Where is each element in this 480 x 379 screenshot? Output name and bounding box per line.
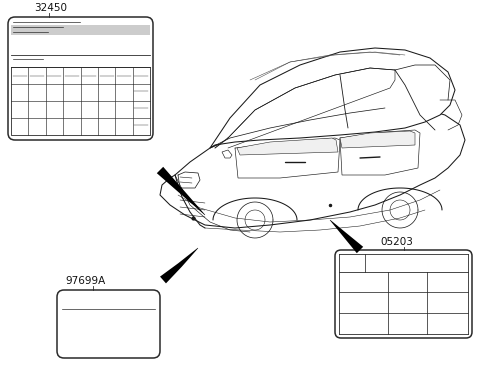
FancyBboxPatch shape [8, 17, 153, 140]
Polygon shape [237, 138, 338, 155]
Polygon shape [222, 150, 232, 158]
Polygon shape [157, 167, 205, 215]
Polygon shape [160, 105, 465, 228]
Polygon shape [210, 48, 455, 148]
Polygon shape [330, 220, 363, 253]
Polygon shape [340, 131, 415, 148]
FancyBboxPatch shape [335, 250, 472, 338]
Bar [11, 25, 150, 35]
Text: 32450: 32450 [34, 3, 67, 13]
Text: 97699A: 97699A [65, 276, 106, 286]
Text: 05203: 05203 [380, 237, 413, 247]
FancyBboxPatch shape [57, 290, 160, 358]
Polygon shape [160, 248, 198, 283]
